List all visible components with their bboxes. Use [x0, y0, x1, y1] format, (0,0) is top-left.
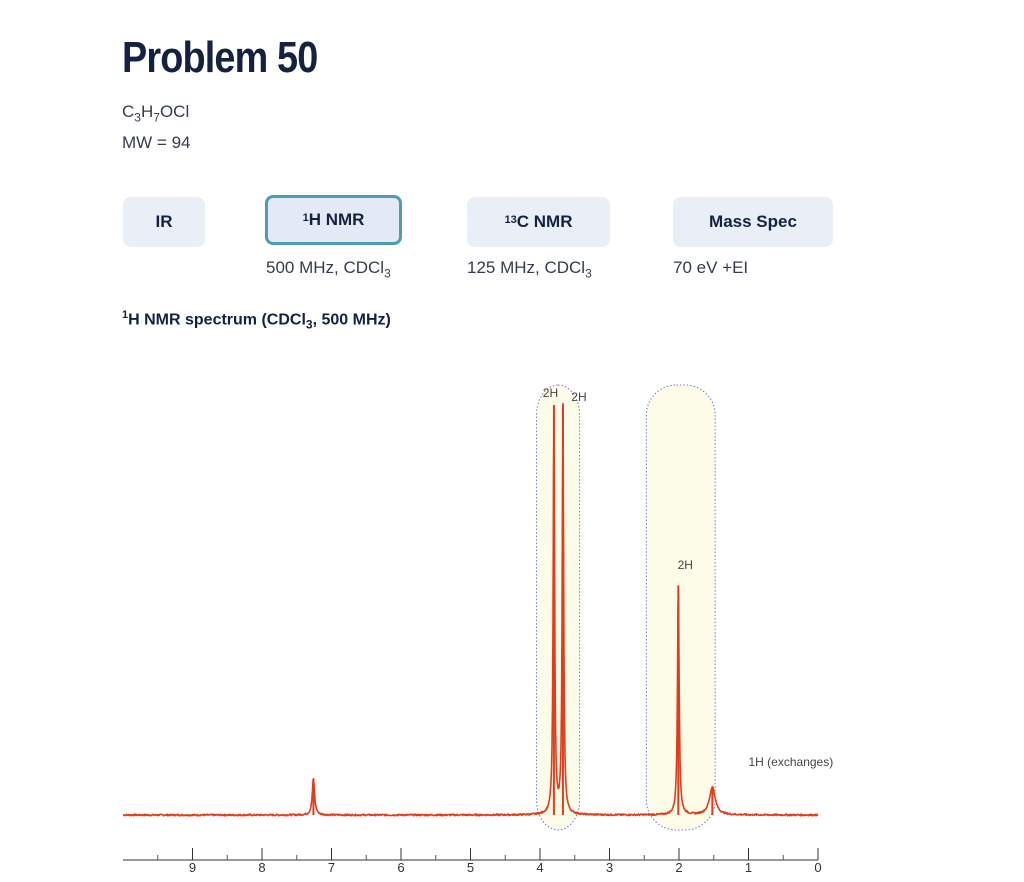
tab-h-nmr-label: H NMR	[308, 210, 365, 229]
x-tick-label-9: 9	[189, 860, 196, 875]
molecular-formula: C3H7OCl	[122, 102, 190, 125]
tab-mass-spec-label: Mass Spec	[709, 212, 797, 231]
x-tick-label-3: 3	[606, 860, 613, 875]
x-tick-label-8: 8	[258, 860, 265, 875]
tab-c-nmr[interactable]: 13 C NMR	[467, 197, 610, 247]
spectrum-trace	[122, 402, 819, 817]
highlight-region-2	[645, 384, 716, 831]
tab-mass-spec[interactable]: Mass Spec	[673, 197, 833, 247]
tab-c-nmr-label: C NMR	[516, 212, 573, 231]
spectrum-heading: 1H NMR spectrum (CDCl3, 500 MHz)	[122, 309, 391, 332]
x-tick-label-0: 0	[814, 860, 821, 875]
tab-ir-label: IR	[155, 212, 173, 231]
nmr-spectrum-chart: 2H 2H 2H 1H (exchanges) 9 8 7 6 5 4 3 2 1 0	[122, 384, 834, 875]
x-tick-label-7: 7	[328, 860, 335, 875]
tab-mass-spec-subtitle: 70 eV +EI	[673, 258, 749, 277]
peak-label-1: 2H	[543, 386, 558, 400]
tab-c-nmr-subtitle: 125 MHz, CDCl3	[467, 258, 592, 281]
molecular-weight: MW = 94	[122, 133, 191, 152]
tab-ir[interactable]: IR	[123, 197, 205, 247]
peak-label-2: 2H	[571, 390, 586, 404]
x-tick-label-6: 6	[397, 860, 404, 875]
highlight-region-1	[536, 384, 581, 831]
x-tick-label-4: 4	[536, 860, 543, 875]
peak-label-4: 1H (exchanges)	[749, 755, 834, 769]
x-tick-label-5: 5	[467, 860, 474, 875]
x-tick-label-1: 1	[745, 860, 752, 875]
page-title: Problem 50	[122, 33, 318, 82]
peak-label-3: 2H	[678, 558, 693, 572]
x-tick-label-2: 2	[675, 860, 682, 875]
tab-h-nmr-subtitle: 500 MHz, CDCl3	[266, 258, 391, 281]
